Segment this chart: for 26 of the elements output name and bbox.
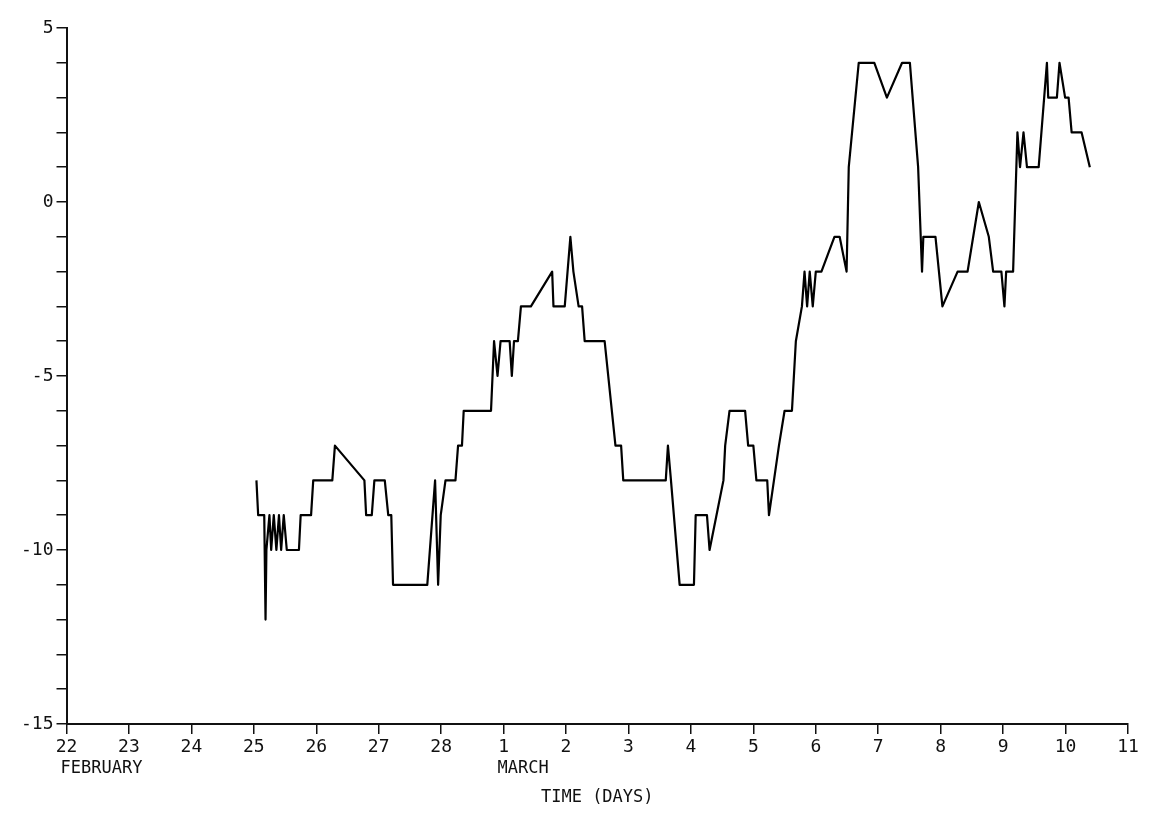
x-tick-label: 11 xyxy=(1117,735,1139,757)
x-tick-label: 9 xyxy=(997,735,1009,757)
x-tick-label: 27 xyxy=(367,735,390,757)
x-tick-label: 26 xyxy=(305,735,328,757)
text: FEBRUARY xyxy=(60,756,143,777)
x-tick-label: 1 xyxy=(498,735,510,757)
x-tick-label: 6 xyxy=(810,735,822,757)
y-tick-label: 5 xyxy=(42,15,54,37)
x-axis-title: TIME (DAYS) xyxy=(540,786,654,807)
y-tick-label: -5 xyxy=(31,363,54,385)
x-tick-label: 3 xyxy=(623,735,634,757)
text: MARCH xyxy=(497,756,549,777)
x-tick-label: 10 xyxy=(1054,735,1077,757)
y-tick-label: 0 xyxy=(42,189,54,211)
x-tick-label: 4 xyxy=(685,735,697,757)
x-tick-label: 23 xyxy=(118,735,140,757)
x-tick-label: 8 xyxy=(935,735,947,757)
x-tick-label: 7 xyxy=(872,735,884,757)
x-tick-label: 24 xyxy=(180,735,203,757)
y-tick-label: -10 xyxy=(21,537,54,559)
x-tick-label: 28 xyxy=(430,735,452,757)
x-tick-label: 25 xyxy=(242,735,265,757)
x-tick-label: 2 xyxy=(560,735,572,757)
y-tick-label: -15 xyxy=(21,711,54,733)
x-tick-label: 22 xyxy=(55,735,78,757)
x-tick-label: 5 xyxy=(747,735,759,757)
